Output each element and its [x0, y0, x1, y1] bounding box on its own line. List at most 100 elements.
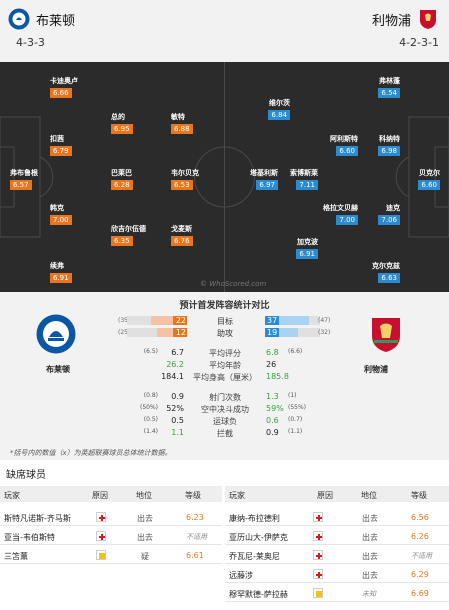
missing-player-name[interactable]: 乔瓦尼-莱奥尼 [229, 552, 280, 561]
home-player-card[interactable]: 扣茜 6.79 [50, 134, 120, 156]
player-name: 阿利斯特 [330, 135, 358, 143]
missing-rating: 6.29 [411, 570, 429, 579]
missing-player-name[interactable]: 穆罕默德-萨拉赫 [229, 590, 288, 599]
home-player-card[interactable]: 巴莱巴 6.28 [111, 168, 181, 190]
away-bar-value-chip [265, 316, 279, 325]
missing-rating: 不适用 [186, 533, 207, 541]
player-rating: 6.60 [336, 146, 358, 156]
away-player-card[interactable]: 塔基利斯 6.97 [208, 168, 278, 190]
injury-icon [313, 531, 323, 541]
home-player-card[interactable]: 总的 6.95 [111, 112, 181, 134]
player-rating: 6.76 [171, 236, 193, 246]
injury-icon [96, 512, 106, 522]
missing-player-name[interactable]: 亚历山大-伊萨克 [229, 533, 288, 542]
brighton-logo-icon [8, 8, 30, 30]
missing-player-row[interactable]: 远藤涉 出去 6.29 [225, 565, 449, 583]
missing-status: 出去 [362, 571, 378, 580]
col-status: 地位 [136, 491, 152, 500]
player-rating: 6.66 [50, 88, 72, 98]
away-player-card[interactable]: 科纳特 6.98 [330, 134, 400, 156]
away-player-card[interactable]: 贝克尔 6.60 [370, 168, 440, 190]
player-name: 韦尔贝克 [171, 169, 199, 177]
away-team-name[interactable]: 利物浦 [371, 13, 411, 29]
away-league-value: (1) [288, 392, 297, 399]
player-rating: 6.84 [268, 110, 290, 120]
missing-rating: 6.61 [186, 551, 204, 560]
col-rating: 等级 [185, 491, 201, 500]
missing-player-name[interactable]: 三笘薰 [4, 552, 28, 561]
away-player-card[interactable]: 维尔茨 6.84 [220, 98, 290, 120]
home-bar-track [127, 328, 187, 337]
missing-player-name[interactable]: 康纳-布拉德利 [229, 514, 280, 523]
home-player-card[interactable]: 戈麦斯 6.76 [171, 224, 241, 246]
away-bar-value: 37 [267, 316, 278, 325]
away-player-card[interactable]: 格拉文贝赫 7.00 [288, 203, 358, 225]
home-player-card[interactable]: 欣吉尔伍德 6.35 [111, 224, 181, 246]
home-player-card[interactable]: 卡迪奥卢 6.66 [50, 76, 120, 98]
home-player-card[interactable]: 韩克 7.00 [50, 203, 120, 225]
stat-label: 平均身高（厘米） [193, 373, 257, 382]
pitch-lines [0, 62, 449, 292]
home-player-card[interactable]: 敏特 6.88 [171, 112, 241, 134]
home-player-card[interactable]: 弗布鲁根 6.57 [10, 168, 80, 190]
doubt-icon [313, 588, 323, 598]
col-player: 玩家 [4, 491, 20, 500]
player-rating: 6.57 [10, 180, 32, 190]
missing-player-row[interactable]: 乔瓦尼-莱奥尼 出去 不适用 [225, 546, 449, 564]
missing-rating: 6.23 [186, 513, 204, 522]
lineup-stats-comparison: 预计首发阵容统计对比 布莱顿 利物浦 (35) 22 目标 37 (47) (2… [0, 292, 449, 460]
missing-player-row[interactable]: 康纳-布拉德利 出去 6.56 [225, 508, 449, 526]
player-name: 总的 [111, 113, 125, 121]
injury-icon [313, 550, 323, 560]
away-player-card[interactable]: 索博斯莱 7.11 [248, 168, 318, 190]
stat-row: 26.2 平均年龄 26 [0, 360, 449, 371]
stat-label: 空中决斗成功 [201, 405, 249, 414]
missing-player-row[interactable]: 穆罕默德-萨拉赫 未知 6.69 [225, 584, 449, 602]
liverpool-crest-icon [372, 318, 400, 352]
away-value: 0.6 [266, 416, 279, 425]
away-bar-value-chip [265, 328, 279, 337]
player-name: 科纳特 [379, 135, 400, 143]
player-name: 戈麦斯 [171, 225, 192, 233]
player-rating: 7.00 [336, 215, 358, 225]
away-player-card[interactable]: 迪克 7.06 [330, 203, 400, 225]
player-name: 维尔茨 [269, 99, 290, 107]
col-reason: 原因 [317, 491, 333, 500]
stats-title: 预计首发阵容统计对比 [179, 301, 270, 311]
missing-player-row[interactable]: 斯特凡诺斯-齐马斯 出去 6.23 [0, 508, 222, 526]
missing-player-name[interactable]: 远藤涉 [229, 571, 253, 580]
away-formation: 4-2-3-1 [399, 36, 439, 49]
away-bar-value: 19 [267, 328, 278, 337]
missing-player-name[interactable]: 斯特凡诺斯-齐马斯 [4, 514, 71, 523]
away-player-card[interactable]: 阿利斯特 6.60 [288, 134, 358, 156]
player-name: 弗林蓬 [379, 77, 400, 85]
missing-player-row[interactable]: 亚当-韦伯斯特 出去 不适用 [0, 527, 222, 545]
home-league-value: (6.5) [143, 348, 158, 355]
missing-player-row[interactable]: 三笘薰 疑 6.61 [0, 546, 222, 564]
home-team[interactable]: 布莱顿 [8, 8, 75, 30]
away-player-card[interactable]: 加克波 6.91 [248, 237, 318, 259]
missing-player-name[interactable]: 亚当-韦伯斯特 [4, 533, 55, 542]
match-header: 布莱顿 利物浦 4-3-3 4-2-3-1 [0, 0, 449, 62]
player-name: 加克波 [297, 238, 318, 246]
home-player-card[interactable]: 韦尔贝克 6.53 [171, 168, 241, 190]
away-league-value: (6.6) [288, 348, 303, 355]
pitch: 卡迪奥卢 6.66 扣茜 6.79 弗布鲁根 6.57 韩克 7.00 续弗 6… [0, 62, 449, 292]
away-bar-fill [265, 316, 309, 325]
missing-player-row[interactable]: 亚历山大-伊萨克 出去 6.26 [225, 527, 449, 545]
missing-status: 出去 [137, 514, 153, 523]
away-player-card[interactable]: 弗林蓬 6.54 [330, 76, 400, 98]
home-team-name[interactable]: 布莱顿 [36, 13, 76, 29]
away-value: 6.8 [266, 348, 279, 357]
player-name: 欣吉尔伍德 [111, 225, 146, 233]
stat-label: 平均年龄 [209, 361, 241, 370]
home-league-value: (25) [118, 329, 131, 336]
home-bar-value: 22 [175, 316, 186, 325]
home-league-value: (35) [118, 317, 131, 324]
stat-row: 184.1 平均身高（厘米） 185.8 [0, 372, 449, 383]
home-player-card[interactable]: 续弗 6.91 [50, 261, 120, 283]
home-league-value: (1.4) [143, 428, 158, 435]
home-formation: 4-3-3 [16, 36, 45, 49]
away-team[interactable]: 利物浦 [372, 8, 439, 30]
away-player-card[interactable]: 克尔克兹 6.63 [330, 261, 400, 283]
